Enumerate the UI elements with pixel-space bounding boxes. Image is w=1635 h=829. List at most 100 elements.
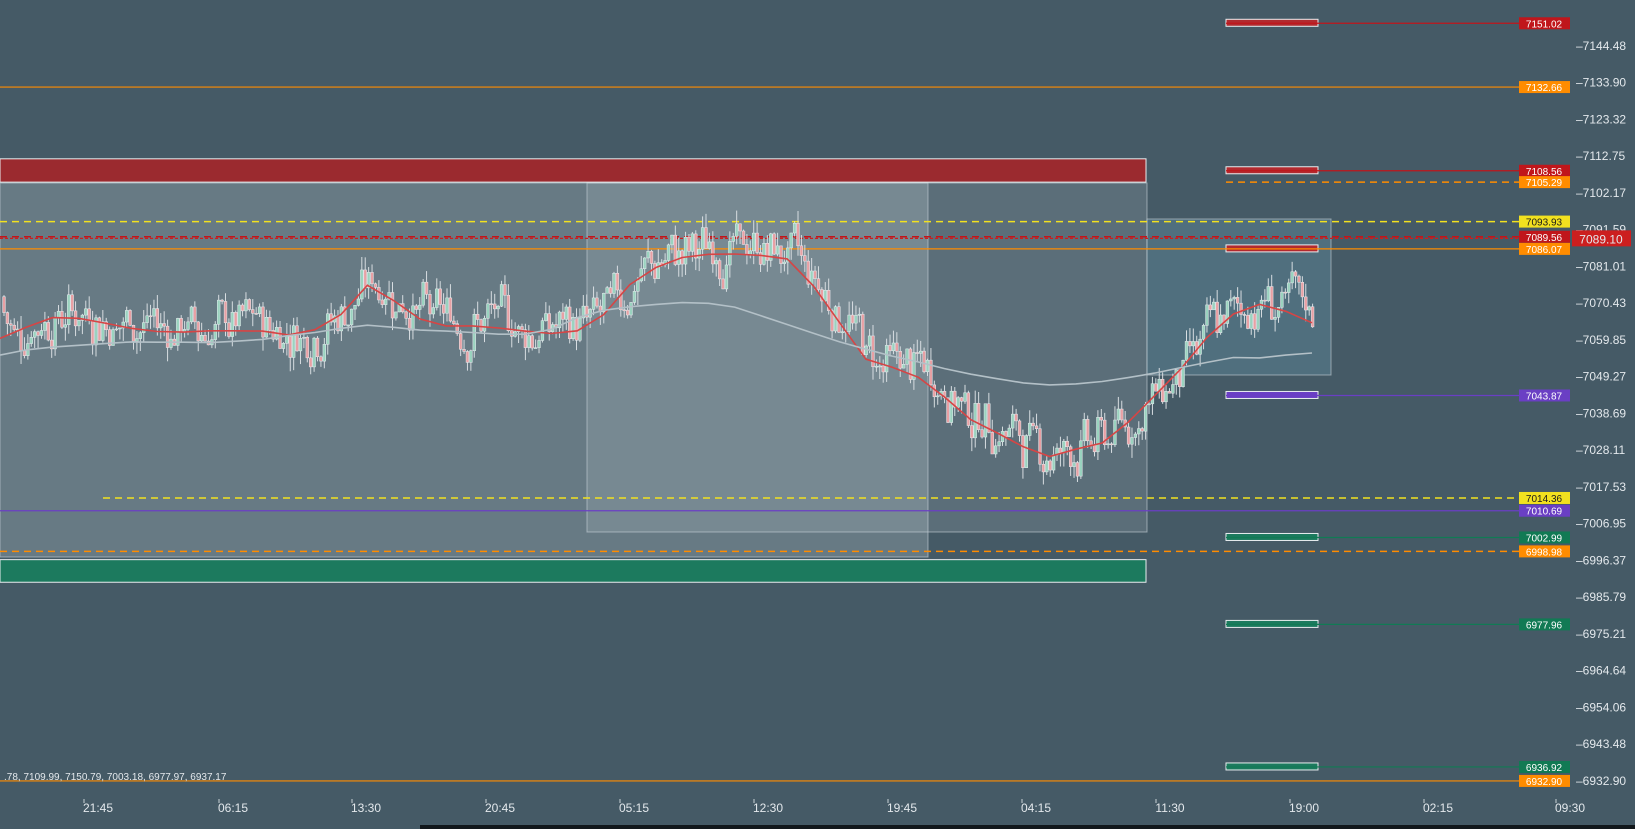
- candle-body: [888, 345, 892, 352]
- candle-body: [414, 305, 418, 310]
- candle-body: [114, 328, 119, 331]
- price-tick-label: –7081.01: [1576, 259, 1626, 273]
- candle-body: [380, 299, 384, 305]
- candle-body: [581, 305, 585, 319]
- candle-body: [636, 280, 640, 292]
- candle-body: [564, 306, 568, 320]
- candle-body: [455, 323, 459, 334]
- demand-zone: [0, 559, 1147, 583]
- candle-body: [994, 445, 998, 455]
- candle-body: [919, 350, 923, 354]
- candle-body: [653, 263, 657, 279]
- candle-body: [1096, 417, 1100, 453]
- candle-body: [36, 331, 40, 336]
- price-tag: [1519, 504, 1570, 517]
- candle-body: [268, 316, 272, 331]
- candle-body: [1065, 440, 1069, 447]
- candle-body: [946, 397, 950, 423]
- candle-body: [1174, 369, 1178, 385]
- candle-body: [121, 321, 125, 329]
- candle-body: [864, 345, 868, 355]
- candle-body: [264, 316, 269, 338]
- candle-body: [431, 307, 436, 315]
- candle-body: [234, 312, 238, 327]
- candle-body: [891, 342, 896, 352]
- candle-body: [823, 290, 827, 302]
- candle-body: [179, 318, 183, 333]
- candle-body: [936, 395, 940, 398]
- candle-body: [1273, 317, 1277, 320]
- candle-body: [741, 230, 746, 245]
- price-tick-label: –7133.90: [1576, 76, 1626, 90]
- candle-body: [203, 335, 207, 342]
- candle-body: [700, 227, 705, 250]
- candle-body: [830, 310, 834, 332]
- price-tag-label: 6977.96: [1526, 620, 1563, 631]
- candle-body: [295, 325, 299, 352]
- price-tag-label: 7151.02: [1526, 19, 1563, 30]
- range-boxes: [0, 182, 1332, 558]
- candle-body: [1051, 454, 1056, 471]
- candle-body: [1310, 306, 1315, 328]
- candles: [2, 210, 1315, 485]
- candle-body: [561, 311, 565, 320]
- candle-body: [1184, 341, 1189, 361]
- candle-body: [649, 251, 654, 264]
- candle-body: [305, 336, 309, 359]
- price-tag-label: 7014.36: [1526, 494, 1563, 505]
- candle-body: [281, 343, 286, 349]
- candle-body: [963, 392, 967, 402]
- candle-body: [728, 241, 732, 266]
- candle-body: [731, 236, 735, 242]
- price-tick-label: –6996.37: [1576, 553, 1626, 567]
- candle-body: [152, 308, 156, 317]
- candle-body: [319, 356, 323, 362]
- price-tag-label: 7105.29: [1526, 178, 1563, 189]
- candle-body: [915, 352, 919, 354]
- candle-body: [1140, 428, 1144, 432]
- candle-body: [707, 241, 712, 249]
- candle-body: [612, 272, 616, 294]
- candle-body: [547, 313, 551, 332]
- candle-body: [278, 327, 282, 349]
- candle-body: [84, 308, 88, 316]
- price-tag: [1519, 760, 1570, 773]
- candle-body: [1215, 301, 1219, 333]
- bottom-scroll-strip[interactable]: [420, 825, 1635, 829]
- candle-body: [67, 294, 71, 325]
- price-tag-label: 7108.56: [1526, 167, 1563, 178]
- candle-body: [949, 390, 954, 423]
- time-tick-label: 12:30: [753, 801, 783, 815]
- candle-body: [1201, 325, 1206, 340]
- candle-body: [322, 344, 326, 362]
- candle-body: [142, 322, 146, 333]
- time-tick-label: 05:15: [619, 801, 649, 815]
- candle-body: [2, 296, 6, 313]
- candle-body: [101, 321, 105, 341]
- candle-body: [1058, 447, 1063, 454]
- candle-body: [1246, 314, 1250, 329]
- candle-body: [118, 327, 122, 330]
- candle-body: [46, 322, 50, 341]
- candle-body: [476, 313, 480, 320]
- price-tick-label: –6943.48: [1576, 737, 1626, 751]
- price-tick-label: –6932.90: [1576, 774, 1626, 788]
- time-tick-label: 13:30: [351, 801, 381, 815]
- candle-body: [251, 309, 255, 314]
- candle-body: [411, 305, 415, 331]
- price-tick-label: –7038.69: [1576, 406, 1626, 420]
- candle-body: [953, 390, 957, 408]
- candle-body: [329, 313, 333, 323]
- candle-body: [1007, 427, 1011, 437]
- candle-body: [353, 305, 357, 310]
- candle-body: [5, 312, 10, 324]
- candle-body: [104, 321, 108, 330]
- candle-body: [987, 403, 991, 433]
- candle-body: [261, 306, 265, 338]
- level-lines: [0, 22, 1520, 782]
- candle-body: [346, 324, 350, 327]
- candle-body: [1290, 271, 1294, 284]
- candle-body: [452, 320, 456, 324]
- candle-body: [193, 306, 197, 323]
